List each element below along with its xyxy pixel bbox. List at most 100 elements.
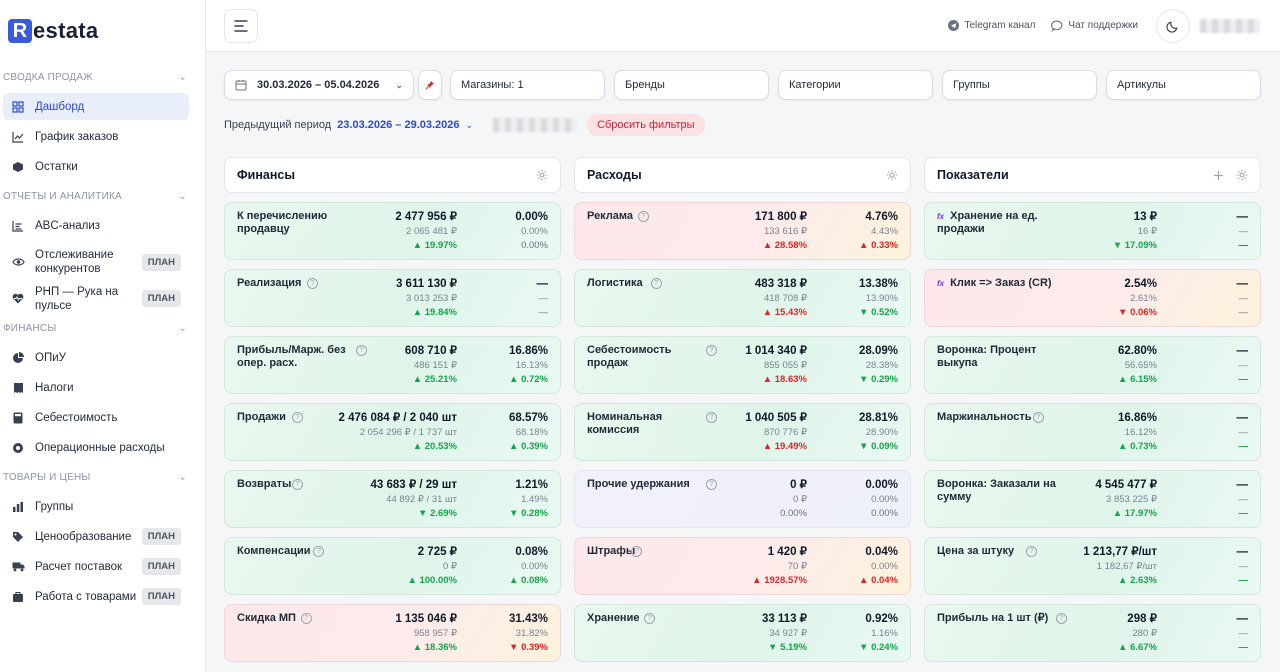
reset-filters-button[interactable]: Сбросить фильтры — [587, 114, 705, 136]
metric-card[interactable]: Номинальная комиссия? 1 040 505 ₽ 870 776 … — [574, 403, 911, 461]
theme-toggle-button[interactable] — [1156, 8, 1190, 43]
metric-share-delta: ▲ 0.04% — [859, 574, 898, 589]
sidebar-section-header[interactable]: СВОДКА ПРОДАЖ ⌄ — [0, 64, 205, 90]
help-icon[interactable]: ? — [631, 546, 643, 557]
metric-label-wrap: Компенсации — [237, 545, 357, 558]
groups-select[interactable]: Группы — [942, 70, 1097, 100]
sidebar-section-header[interactable]: ОТЧЕТЫ И АНАЛИТИКА ⌄ — [0, 183, 205, 209]
help-icon[interactable]: ? — [1032, 412, 1044, 423]
sidebar-item[interactable]: Отслеживание конкурентов ПЛАН — [3, 242, 189, 282]
metric-percentages: — — — — [537, 277, 549, 321]
sidebar-item[interactable]: Налоги — [3, 374, 189, 401]
help-icon[interactable]: ? — [300, 613, 312, 624]
metric-card[interactable]: Прибыль на 1 шт (₽)? 298 ₽280 ₽ ▲ 6.67% — — — — [924, 604, 1261, 662]
metric-card[interactable]: Хранение? 33 113 ₽ 34 927 ₽ ▼ 5.19% 0.92% 1.1… — [574, 604, 911, 662]
telegram-link[interactable]: Telegram канал — [948, 20, 1035, 31]
metric-card[interactable]: Скидка МП? 1 135 046 ₽ 958 957 ₽ ▲ 18.36% 31… — [224, 604, 561, 662]
sidebar-section-header[interactable]: ФИНАНСЫ ⌄ — [0, 315, 205, 341]
groups-icon — [11, 500, 25, 514]
gear-icon[interactable] — [1236, 169, 1248, 181]
metric-card[interactable]: Прочие удержания? 0 ₽0 ₽0.00% 0.00% 0.00% 0.… — [574, 470, 911, 528]
column-header: Показатели — [924, 157, 1261, 193]
metric-card[interactable]: fx Хранение на ед. продажи 13 ₽ 16 ₽ ▼ 17.09… — [924, 202, 1261, 260]
help-icon[interactable]: ? — [313, 546, 325, 557]
metric-card[interactable]: Компенсации? 2 725 ₽ 0 ₽ ▲ 100.00% 0.08% 0.00… — [224, 537, 561, 595]
metric-card[interactable]: Воронка: Процент выкупа 62.80% 56.65% ▲ 6.1… — [924, 336, 1261, 394]
help-icon[interactable]: ? — [650, 278, 662, 289]
sidebar-item-label: Операционные расходы — [35, 441, 165, 454]
logo[interactable]: R estata — [0, 0, 205, 62]
previous-period-value[interactable]: 23.03.2026 – 29.03.2026 — [337, 119, 460, 131]
help-icon[interactable]: ? — [706, 412, 717, 423]
plus-icon[interactable] — [1213, 170, 1224, 181]
metric-percentages: — — — — [1237, 344, 1249, 388]
sidebar-item[interactable]: Расчет поставок ПЛАН — [3, 553, 189, 580]
sidebar-item[interactable]: Группы — [3, 493, 189, 520]
metric-label-wrap: Прочие удержания — [587, 478, 707, 491]
metric-card[interactable]: Продажи? 2 476 084 ₽ / 2 040 шт 2 054 296 … — [224, 403, 561, 461]
metric-card[interactable]: Штрафы? 1 420 ₽ 70 ₽ ▲ 1928.57% 0.04% 0.00% ▲ … — [574, 537, 911, 595]
menu-toggle-button[interactable] — [224, 8, 258, 43]
metric-previous-value: 3 853 225 ₽ — [1106, 493, 1157, 505]
help-icon[interactable]: ? — [706, 345, 717, 356]
metric-card[interactable]: Реализация? 3 611 130 ₽ 3 013 253 ₽ ▲ 19.84… — [224, 269, 561, 327]
sidebar-item[interactable]: РНП — Рука на пульсе ПЛАН — [3, 285, 189, 312]
support-chat-link[interactable]: Чат поддержки — [1051, 20, 1138, 32]
chevron-down-icon[interactable]: ⌄ — [465, 119, 474, 130]
metric-share-delta: 0.00% — [865, 507, 898, 522]
help-icon[interactable]: ? — [637, 211, 649, 222]
metric-card[interactable]: Цена за штуку? 1 213,77 ₽/шт 1 182,67 ₽/шт… — [924, 537, 1261, 595]
metric-card[interactable]: Прибыль/Марж. без опер. расх.? 608 710 ₽ 4… — [224, 336, 561, 394]
gear-icon[interactable] — [886, 169, 898, 181]
sidebar-item[interactable]: Дашборд — [3, 93, 189, 120]
metric-card[interactable]: Маржинальность? 16.86% 16.12% ▲ 0.73% — — — — [924, 403, 1261, 461]
sidebar-item[interactable]: Ценообразование ПЛАН — [3, 523, 189, 550]
metric-card[interactable]: Возвраты? 43 683 ₽ / 29 шт 44 892 ₽ / 31 ш… — [224, 470, 561, 528]
sidebar-item[interactable]: График заказов — [3, 123, 189, 150]
metric-card[interactable]: К перечислению продавцу 2 477 956 ₽ 2 065 … — [224, 202, 561, 260]
stores-select[interactable]: Магазины: 1 — [450, 70, 605, 100]
gear-icon[interactable] — [536, 169, 548, 181]
help-icon[interactable]: ? — [1056, 613, 1067, 624]
sidebar-item-content: Остатки — [11, 160, 78, 174]
help-icon[interactable]: ? — [292, 412, 303, 423]
help-icon[interactable]: ? — [307, 278, 318, 289]
sidebar-section-title: ТОВАРЫ И ЦЕНЫ — [3, 471, 91, 483]
categories-select[interactable]: Категории — [778, 70, 933, 100]
metric-card[interactable]: Реклама? 171 800 ₽133 616 ₽ ▲ 28.58% 4.76% 4… — [574, 202, 911, 260]
metric-percentages: 31.43% 31.82% ▼ 0.39% — [509, 612, 548, 656]
sidebar-section-header[interactable]: ТОВАРЫ И ЦЕНЫ ⌄ — [0, 464, 205, 490]
pin-button[interactable] — [418, 70, 442, 100]
metric-card[interactable]: fx Клик => Заказ (CR) 2.54% 2.61% ▼ 0.06% — — — — [924, 269, 1261, 327]
arrow-down-icon: ▼ — [859, 374, 872, 385]
help-icon[interactable]: ? — [356, 345, 367, 356]
metric-values: 298 ₽280 ₽ ▲ 6.67% — [1118, 612, 1157, 656]
help-icon[interactable]: ? — [292, 479, 303, 490]
sidebar-item[interactable]: ABC-анализ — [3, 212, 189, 239]
metric-card[interactable]: Воронка: Заказали на сумму 4 545 477 ₽ 3 8… — [924, 470, 1261, 528]
column-title: Финансы — [237, 168, 296, 182]
help-icon[interactable]: ? — [706, 479, 717, 490]
metric-delta-value: 5.19% — [780, 642, 807, 653]
sidebar-item[interactable]: Работа с товарами ПЛАН — [3, 583, 189, 610]
metric-card[interactable]: Себестоимость продаж? 1 014 340 ₽ 855 055 … — [574, 336, 911, 394]
metric-percentages: — — — — [1237, 545, 1249, 589]
sidebar-item-label: Работа с товарами — [35, 590, 137, 603]
date-range-picker[interactable]: 30.03.2026 – 05.04.2026 ⌄ — [224, 70, 414, 100]
sidebar-item[interactable]: Себестоимость — [3, 404, 189, 431]
metric-share-delta-value: — — [1238, 374, 1249, 385]
metric-share-delta: — — [1237, 373, 1249, 388]
sidebar-item[interactable]: ОПиУ — [3, 344, 189, 371]
arrow-up-icon: ▲ — [1118, 441, 1131, 452]
sidebar-item[interactable]: Операционные расходы — [3, 434, 189, 461]
metric-card[interactable]: Логистика? 483 318 ₽ 418 708 ₽ ▲ 15.43% 13.3… — [574, 269, 911, 327]
metric-label: Цена за штуку — [937, 545, 1015, 557]
sidebar-item[interactable]: Остатки — [3, 153, 189, 180]
metric-share-delta: — — [1237, 574, 1249, 589]
help-icon[interactable]: ? — [1026, 546, 1038, 557]
articles-select[interactable]: Артикулы — [1106, 70, 1261, 100]
brands-select[interactable]: Бренды — [614, 70, 769, 100]
metric-value: 43 683 ₽ / 29 шт — [370, 479, 457, 491]
help-icon[interactable]: ? — [644, 613, 656, 624]
user-account-redacted[interactable] — [1200, 18, 1260, 33]
